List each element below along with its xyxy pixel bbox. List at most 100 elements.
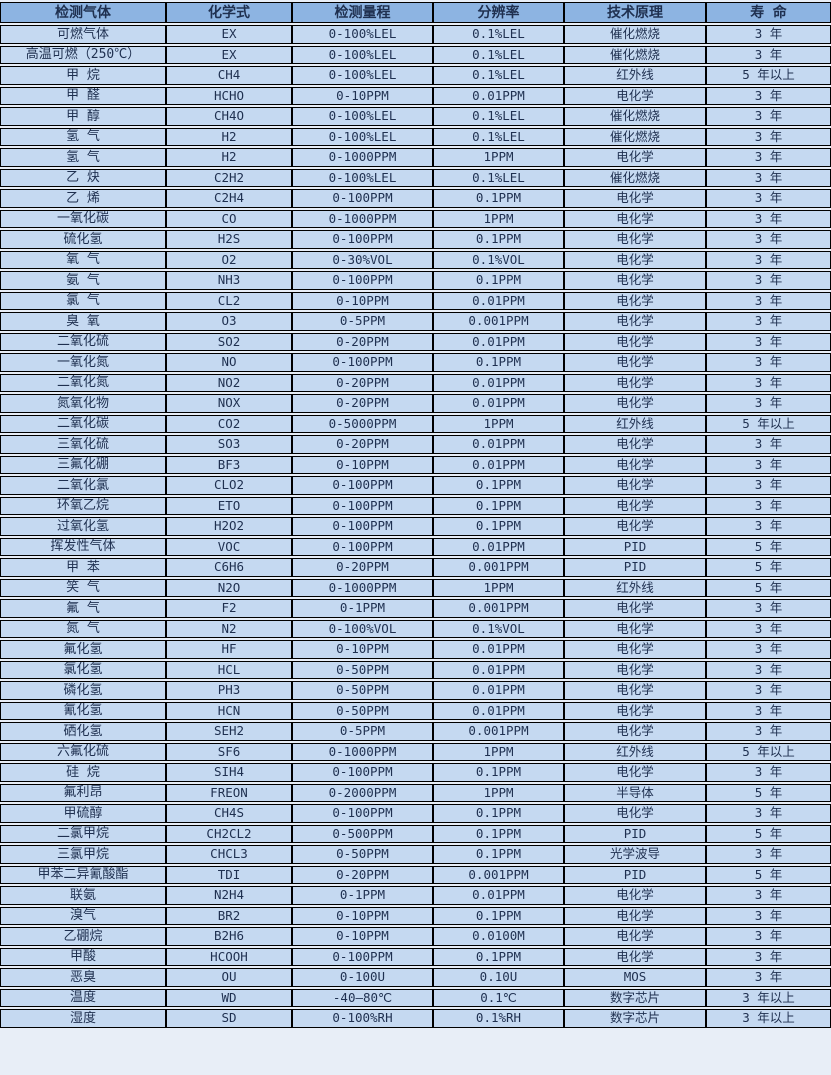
cell-formula: SO2 (166, 332, 292, 351)
cell-range: 0-5000PPM (292, 414, 433, 433)
table-row: 氰化氢 HCN 0-50PPM 0.01PPM 电化学 3 年 (0, 701, 831, 720)
cell-formula: HCN (166, 701, 292, 720)
table-row: 磷化氢 PH3 0-50PPM 0.01PPM 电化学 3 年 (0, 681, 831, 700)
cell-resolution: 0.1PPM (433, 476, 564, 495)
cell-resolution: 0.1%LEL (433, 66, 564, 85)
cell-lifespan: 3 年 (706, 927, 831, 946)
cell-resolution: 0.01PPM (433, 435, 564, 454)
cell-lifespan: 3 年 (706, 209, 831, 228)
cell-formula: SIH4 (166, 763, 292, 782)
cell-range: 0-20PPM (292, 435, 433, 454)
cell-gas: 一氧化氮 (0, 353, 166, 372)
cell-gas: 二氯甲烷 (0, 824, 166, 843)
cell-resolution: 0.01PPM (433, 660, 564, 679)
cell-lifespan: 3 年 (706, 763, 831, 782)
cell-resolution: 0.01PPM (433, 640, 564, 659)
cell-principle: 催化燃烧 (564, 25, 706, 44)
cell-gas: 乙硼烷 (0, 927, 166, 946)
cell-gas: 氟 气 (0, 599, 166, 618)
cell-lifespan: 3 年 (706, 168, 831, 187)
cell-formula: CH4 (166, 66, 292, 85)
cell-principle: 电化学 (564, 148, 706, 167)
table-row: 乙硼烷 B2H6 0-10PPM 0.0100M 电化学 3 年 (0, 927, 831, 946)
cell-formula: HF (166, 640, 292, 659)
cell-resolution: 1PPM (433, 209, 564, 228)
table-row: 一氧化氮 NO 0-100PPM 0.1PPM 电化学 3 年 (0, 353, 831, 372)
cell-principle: 红外线 (564, 578, 706, 597)
table-row: 氮 气 N2 0-100%VOL 0.1%VOL 电化学 3 年 (0, 619, 831, 638)
cell-formula: N2 (166, 619, 292, 638)
cell-range: 0-100%LEL (292, 127, 433, 146)
cell-lifespan: 3 年以上 (706, 1009, 831, 1028)
cell-range: 0-20PPM (292, 558, 433, 577)
table-row: 可燃气体 EX 0-100%LEL 0.1%LEL 催化燃烧 3 年 (0, 25, 831, 44)
cell-resolution: 0.01PPM (433, 886, 564, 905)
table-row: 氟化氢 HF 0-10PPM 0.01PPM 电化学 3 年 (0, 640, 831, 659)
cell-range: 0-100PPM (292, 947, 433, 966)
cell-formula: CH4O (166, 107, 292, 126)
cell-formula: H2O2 (166, 517, 292, 536)
cell-resolution: 0.1%LEL (433, 107, 564, 126)
cell-principle: 数字芯片 (564, 1009, 706, 1028)
table-row: 三氯甲烷 CHCL3 0-50PPM 0.1PPM 光学波导 3 年 (0, 845, 831, 864)
cell-lifespan: 3 年 (706, 271, 831, 290)
cell-principle: 电化学 (564, 496, 706, 515)
table-row: 笑 气 N2O 0-1000PPM 1PPM 红外线 5 年 (0, 578, 831, 597)
cell-gas: 甲酸 (0, 947, 166, 966)
cell-formula: N2O (166, 578, 292, 597)
cell-range: 0-1000PPM (292, 209, 433, 228)
cell-gas: 三氧化硫 (0, 435, 166, 454)
cell-range: 0-5PPM (292, 312, 433, 331)
cell-gas: 可燃气体 (0, 25, 166, 44)
cell-formula: F2 (166, 599, 292, 618)
cell-lifespan: 3 年 (706, 250, 831, 269)
cell-range: 0-100PPM (292, 517, 433, 536)
cell-gas: 甲 苯 (0, 558, 166, 577)
cell-lifespan: 3 年 (706, 496, 831, 515)
cell-gas: 高温可燃（250℃） (0, 45, 166, 64)
cell-principle: 电化学 (564, 681, 706, 700)
cell-lifespan: 3 年 (706, 722, 831, 741)
cell-resolution: 0.01PPM (433, 291, 564, 310)
table-row: 三氟化硼 BF3 0-10PPM 0.01PPM 电化学 3 年 (0, 455, 831, 474)
table-row: 二氯甲烷 CH2CL2 0-500PPM 0.1PPM PID 5 年 (0, 824, 831, 843)
cell-principle: PID (564, 824, 706, 843)
cell-gas: 氰化氢 (0, 701, 166, 720)
table-row: 臭 氧 O3 0-5PPM 0.001PPM 电化学 3 年 (0, 312, 831, 331)
column-header-principle: 技术原理 (564, 2, 706, 23)
column-header-formula: 化学式 (166, 2, 292, 23)
cell-resolution: 0.1PPM (433, 189, 564, 208)
table-row: 甲酸 HCOOH 0-100PPM 0.1PPM 电化学 3 年 (0, 947, 831, 966)
cell-range: 0-10PPM (292, 86, 433, 105)
cell-formula: CHCL3 (166, 845, 292, 864)
cell-principle: 电化学 (564, 906, 706, 925)
cell-principle: 光学波导 (564, 845, 706, 864)
cell-lifespan: 3 年 (706, 599, 831, 618)
cell-resolution: 0.1%LEL (433, 168, 564, 187)
cell-formula: C6H6 (166, 558, 292, 577)
cell-resolution: 0.01PPM (433, 537, 564, 556)
cell-resolution: 0.1%VOL (433, 250, 564, 269)
cell-lifespan: 3 年 (706, 517, 831, 536)
cell-gas: 乙 炔 (0, 168, 166, 187)
cell-gas: 氯化氢 (0, 660, 166, 679)
cell-gas: 氟利昂 (0, 783, 166, 802)
cell-principle: 电化学 (564, 291, 706, 310)
table-row: 恶臭 OU 0-100U 0.10U MOS 3 年 (0, 968, 831, 987)
cell-gas: 氟化氢 (0, 640, 166, 659)
cell-principle: 电化学 (564, 947, 706, 966)
cell-formula: SD (166, 1009, 292, 1028)
cell-lifespan: 5 年 (706, 824, 831, 843)
cell-gas: 二氧化硫 (0, 332, 166, 351)
cell-formula: ETO (166, 496, 292, 515)
cell-formula: C2H2 (166, 168, 292, 187)
cell-principle: 电化学 (564, 230, 706, 249)
table-row: 温度 WD -40—80℃ 0.1℃ 数字芯片 3 年以上 (0, 988, 831, 1007)
cell-lifespan: 5 年 (706, 537, 831, 556)
cell-resolution: 0.1PPM (433, 230, 564, 249)
cell-gas: 甲 烷 (0, 66, 166, 85)
table-row: 甲硫醇 CH4S 0-100PPM 0.1PPM 电化学 3 年 (0, 804, 831, 823)
cell-gas: 笑 气 (0, 578, 166, 597)
column-header-range: 检测量程 (292, 2, 433, 23)
cell-lifespan: 3 年 (706, 968, 831, 987)
